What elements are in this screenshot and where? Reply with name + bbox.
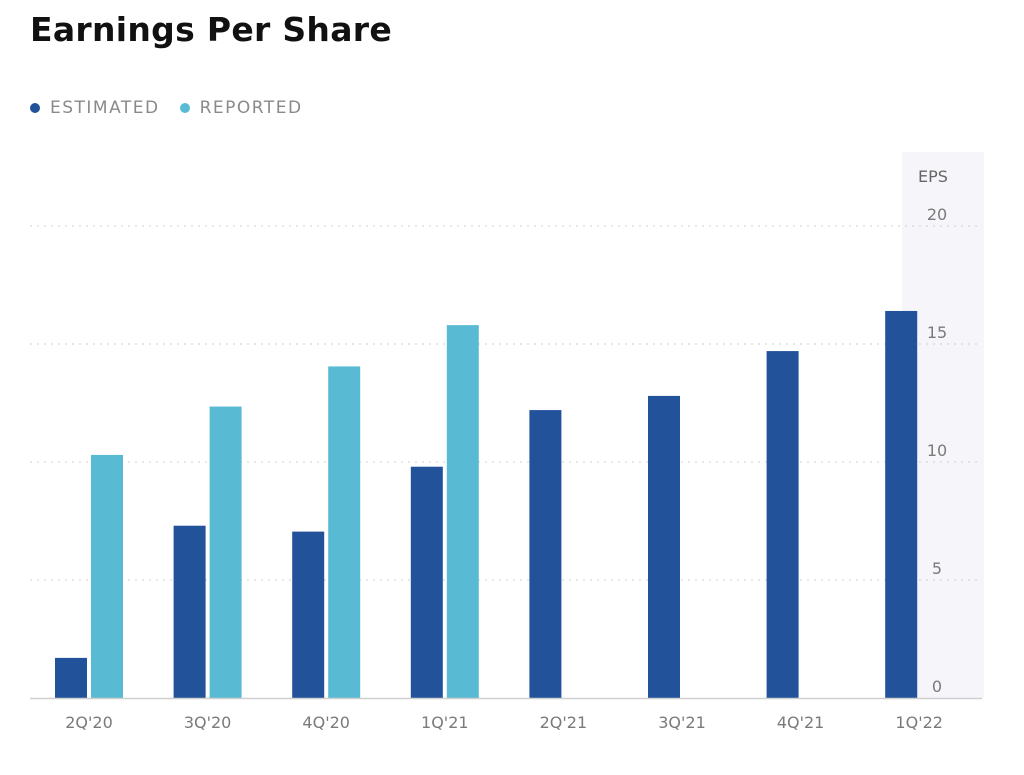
y-tick-label: 10 bbox=[927, 441, 947, 460]
x-tick-label: 1Q'22 bbox=[895, 713, 943, 732]
y-axis-title: EPS bbox=[918, 167, 948, 186]
y-tick-label: 5 bbox=[932, 559, 942, 578]
x-tick-label: 3Q'20 bbox=[184, 713, 232, 732]
bar-estimated bbox=[292, 531, 325, 698]
legend-label-reported: REPORTED bbox=[199, 98, 303, 118]
bar-estimated bbox=[173, 525, 206, 698]
legend-item-estimated[interactable]: ESTIMATED bbox=[30, 98, 160, 118]
x-tick-label: 1Q'21 bbox=[421, 713, 469, 732]
bar-estimated bbox=[55, 657, 87, 698]
x-tick-label: 2Q'20 bbox=[65, 713, 113, 732]
y-tick-label: 0 bbox=[932, 677, 942, 696]
bar-estimated bbox=[766, 351, 799, 698]
bar-reported bbox=[446, 325, 479, 698]
bar-estimated bbox=[529, 410, 562, 698]
legend-item-reported[interactable]: REPORTED bbox=[179, 98, 303, 118]
bar-reported bbox=[328, 366, 361, 698]
chart-title: Earnings Per Share bbox=[30, 10, 393, 49]
y-tick-label: 20 bbox=[927, 205, 947, 224]
bar-reported bbox=[209, 406, 242, 698]
legend-dot-reported bbox=[179, 103, 190, 113]
bar-reported bbox=[91, 454, 123, 698]
x-tick-label: 2Q'21 bbox=[540, 713, 588, 732]
bar-estimated bbox=[410, 466, 443, 698]
legend-dot-estimated bbox=[30, 103, 40, 113]
legend-label-estimated: ESTIMATED bbox=[50, 98, 160, 118]
y-tick-label: 15 bbox=[927, 323, 947, 342]
x-tick-label: 3Q'21 bbox=[658, 713, 706, 732]
legend: ESTIMATED REPORTED bbox=[30, 98, 323, 118]
x-tick-label: 4Q'21 bbox=[777, 713, 825, 732]
bar-estimated bbox=[648, 395, 680, 698]
bar-estimated bbox=[885, 310, 918, 698]
x-tick-label: 4Q'20 bbox=[302, 713, 350, 732]
